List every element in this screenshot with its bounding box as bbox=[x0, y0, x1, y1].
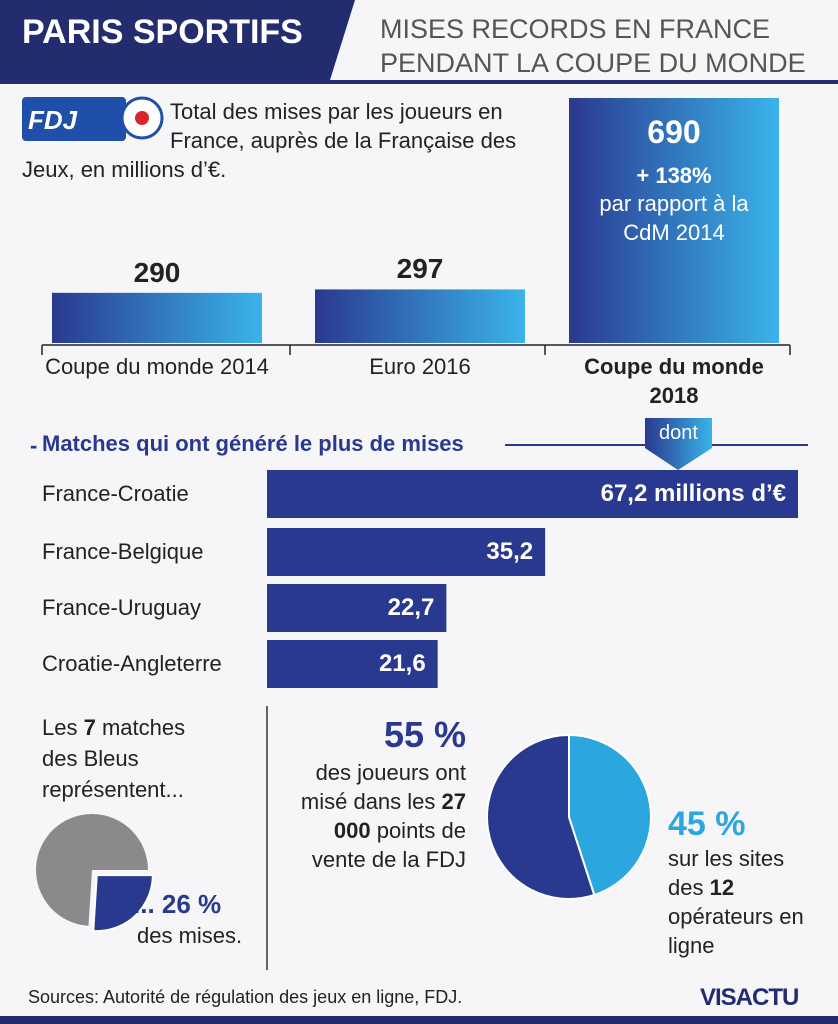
value-label: 297 bbox=[396, 253, 444, 285]
header-band bbox=[0, 0, 355, 80]
note-part: 12 bbox=[709, 875, 735, 900]
pie-intro: Les 7 matches des Bleus représentent... bbox=[42, 712, 222, 805]
dont-label: dont bbox=[659, 422, 698, 444]
category-label: Coupe du monde 2014 bbox=[45, 354, 269, 379]
value-label: 21,6 bbox=[378, 650, 426, 677]
value-label: 690 bbox=[647, 114, 701, 150]
source: Sources: Autorité de régulation des jeux… bbox=[28, 987, 463, 1007]
pie-note: sur les sites des 12 opérateurs en ligne bbox=[668, 844, 808, 960]
brand: VISACTU bbox=[700, 984, 799, 1011]
value-label: 45 % bbox=[668, 805, 746, 843]
hbar bbox=[267, 584, 447, 632]
intro-part: matches des Bleus représentent... bbox=[42, 715, 186, 802]
footer-rule bbox=[0, 1016, 838, 1024]
pie-slice bbox=[486, 733, 596, 900]
hbar bbox=[267, 640, 438, 688]
dont-arrow bbox=[645, 448, 712, 470]
category-label: France-Uruguay bbox=[42, 595, 201, 620]
header-title: PARIS SPORTIFS bbox=[22, 13, 303, 51]
subtitle-line: PENDANT LA COUPE DU MONDE bbox=[380, 48, 806, 78]
note-part: des joueurs ont misé dans les bbox=[300, 760, 466, 814]
bar bbox=[315, 289, 525, 343]
value-label: 35,2 bbox=[486, 538, 534, 565]
pie-rest bbox=[36, 814, 148, 926]
value-label: 67,2 millions d’€ bbox=[600, 480, 786, 507]
section-dash: - bbox=[30, 433, 37, 458]
intro-part: Les bbox=[42, 715, 84, 740]
category-label: Coupe du monde 2018 bbox=[584, 354, 764, 408]
bar bbox=[52, 292, 262, 343]
value-label: ... 26 % bbox=[133, 889, 222, 919]
header-rule bbox=[0, 80, 838, 84]
hbar bbox=[267, 528, 546, 576]
note-part: sur les sites des bbox=[668, 846, 785, 900]
header-subtitle: MISES RECORDS EN FRANCE PENDANT LA COUPE… bbox=[380, 12, 806, 80]
fdj-logo-dot bbox=[135, 111, 149, 125]
hbar-title: Matches qui ont généré le plus de mises bbox=[42, 431, 464, 456]
note-part: opérateurs en ligne bbox=[668, 904, 804, 958]
bar-description: Total des mises par les joueurs en Franc… bbox=[22, 97, 562, 184]
value-label: 290 bbox=[133, 256, 181, 288]
bar-title: Total des mises par les joueurs en Franc… bbox=[22, 99, 517, 182]
pie-note: des mises. bbox=[137, 923, 243, 948]
value-label: 55 % bbox=[383, 714, 466, 755]
note-part: 27 000 bbox=[333, 789, 466, 843]
pie-note: des joueurs ont misé dans les 27 000 poi… bbox=[280, 758, 466, 874]
logo-space bbox=[22, 97, 170, 153]
fdj-logo-box bbox=[22, 97, 126, 141]
pie-slice bbox=[92, 874, 154, 933]
note-part: points de vente de la FDJ bbox=[311, 818, 466, 872]
annotation-note: par rapport à la CdM 2014 bbox=[599, 191, 749, 245]
hbar bbox=[267, 470, 798, 518]
dont-box bbox=[645, 418, 712, 448]
category-label: France-Croatie bbox=[42, 481, 189, 506]
intro-part: 7 bbox=[83, 715, 96, 740]
pie-slice bbox=[568, 733, 652, 897]
value-label: 22,7 bbox=[387, 594, 435, 621]
logo: FDJ bbox=[28, 105, 78, 135]
category-label: France-Belgique bbox=[42, 539, 204, 564]
category-label: Croatie-Angleterre bbox=[42, 651, 222, 676]
annotation: + 138% bbox=[636, 163, 712, 188]
bar bbox=[569, 98, 779, 343]
category-label: Euro 2016 bbox=[369, 354, 471, 379]
subtitle-line: MISES RECORDS EN FRANCE bbox=[380, 14, 771, 44]
